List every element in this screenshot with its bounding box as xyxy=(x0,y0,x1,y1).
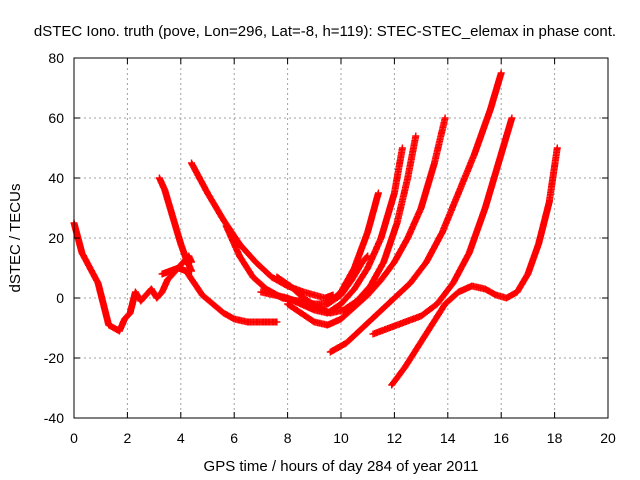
x-tick-label: 8 xyxy=(284,430,292,446)
series-9 xyxy=(324,252,372,308)
x-tick-label: 0 xyxy=(70,430,78,446)
series-10-marks xyxy=(326,69,505,356)
grid xyxy=(74,58,608,418)
series-2 xyxy=(158,264,281,326)
series-7 xyxy=(273,132,420,317)
x-tick-label: 12 xyxy=(387,430,403,446)
series-7-marks xyxy=(273,132,420,317)
x-tick-label: 6 xyxy=(230,430,238,446)
x-tick-label: 2 xyxy=(124,430,132,446)
series-4-marks xyxy=(188,159,337,302)
series-12 xyxy=(388,144,561,389)
x-tick-label: 16 xyxy=(493,430,509,446)
series-3 xyxy=(155,174,195,275)
series-11-marks xyxy=(369,114,516,338)
x-tick-label: 4 xyxy=(177,430,185,446)
series-11 xyxy=(369,114,516,338)
y-tick-label: 80 xyxy=(48,50,64,66)
y-tick-label: 40 xyxy=(48,170,64,186)
y-tick-label: -40 xyxy=(44,410,64,426)
series-12-marks xyxy=(388,144,561,389)
x-tick-label: 20 xyxy=(600,430,616,446)
series-8-marks xyxy=(284,114,449,329)
chart-title: dSTEC Iono. truth (pove, Lon=296, Lat=-8… xyxy=(34,23,616,40)
x-axis-label: GPS time / hours of day 284 of year 2011 xyxy=(204,458,479,475)
series-9-marks xyxy=(324,252,372,308)
series-6 xyxy=(257,144,406,317)
series-8 xyxy=(284,114,449,329)
ticks xyxy=(73,57,609,419)
series-3-marks xyxy=(155,174,195,275)
series-layer xyxy=(70,69,561,389)
series-4 xyxy=(188,159,337,302)
y-tick-label: -20 xyxy=(44,350,64,366)
x-tick-label: 14 xyxy=(440,430,456,446)
series-6-marks xyxy=(257,144,406,317)
y-tick-label: 60 xyxy=(48,110,64,126)
x-tick-label: 18 xyxy=(547,430,563,446)
x-tick-labels: 0 2 4 6 8 10 12 14 16 18 20 xyxy=(70,430,616,446)
x-tick-label: 10 xyxy=(333,430,349,446)
y-tick-label: 0 xyxy=(56,290,64,306)
y-axis-label: dSTEC / TECUs xyxy=(7,184,24,293)
y-tick-labels: -40 -20 0 20 40 60 80 xyxy=(44,50,64,426)
series-10 xyxy=(326,69,505,356)
series-2-marks xyxy=(158,264,281,326)
y-tick-label: 20 xyxy=(48,230,64,246)
